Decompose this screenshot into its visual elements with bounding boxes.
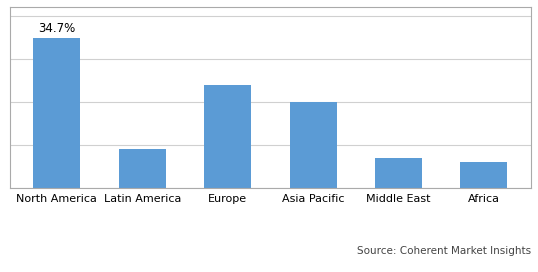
Bar [289,102,337,188]
Bar [375,158,422,188]
Bar [461,162,507,188]
Text: 34.7%: 34.7% [38,22,75,35]
Bar [119,149,166,188]
Text: Source: Coherent Market Insights: Source: Coherent Market Insights [357,246,531,256]
Bar [33,38,80,188]
Bar [204,85,251,188]
